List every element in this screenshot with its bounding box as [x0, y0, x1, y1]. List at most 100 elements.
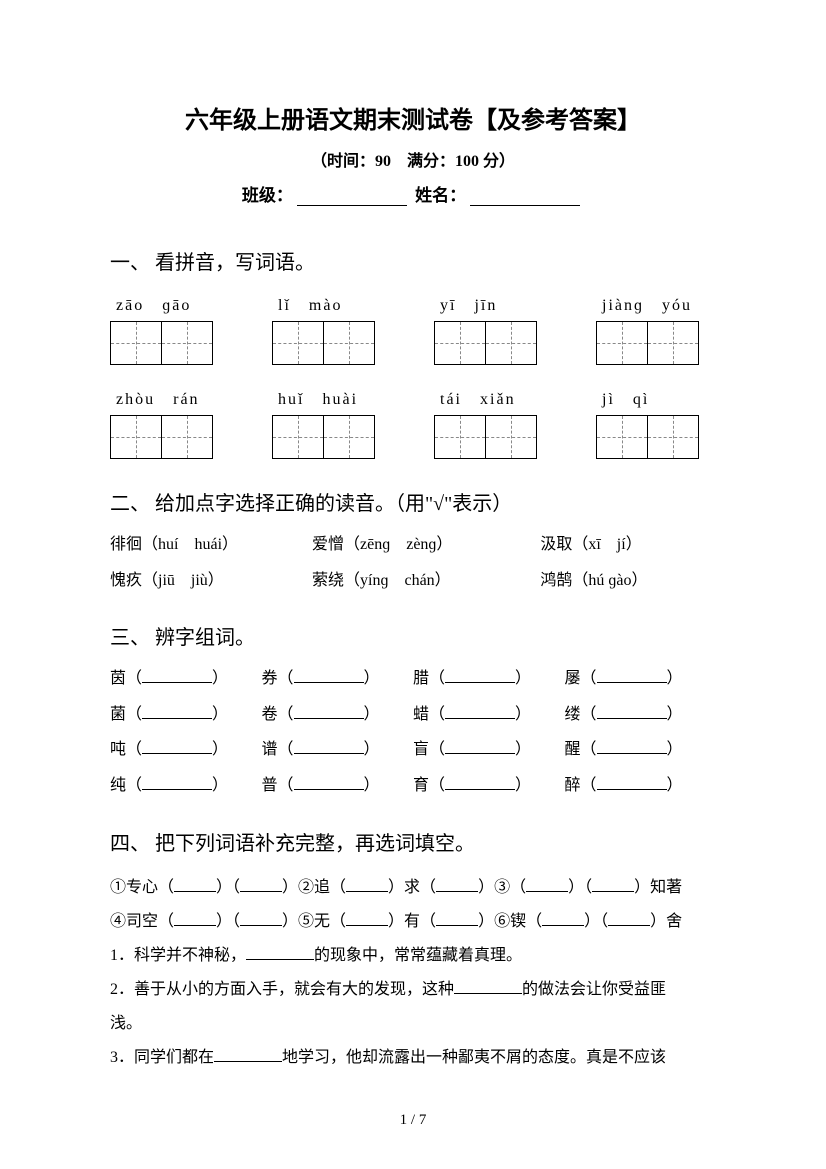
txt: ）（	[216, 913, 240, 930]
char-box[interactable]	[596, 415, 648, 459]
q4-s2: 2．善于从小的方面入手，就会有大的发现，这种 的做法会让你受益匪	[110, 974, 716, 1006]
txt: ）有（	[388, 913, 436, 930]
blank[interactable]	[294, 776, 364, 790]
blank[interactable]	[214, 1048, 282, 1062]
blank[interactable]	[526, 878, 568, 892]
blank[interactable]	[174, 912, 216, 926]
q2-opts: （jiū jiù）	[142, 572, 224, 589]
blank[interactable]	[436, 912, 478, 926]
blank[interactable]	[597, 669, 667, 683]
q3-row: 吨（） 谱（） 盲（） 醒（）	[110, 737, 716, 763]
char-box[interactable]	[485, 415, 537, 459]
txt: 2．善于从小的方面入手，就会有大的发现，这种	[110, 981, 454, 998]
q3-char: 普	[262, 777, 278, 794]
blank[interactable]	[597, 740, 667, 754]
q2-word: 汲取	[540, 536, 572, 553]
blank[interactable]	[608, 912, 650, 926]
char-box[interactable]	[272, 321, 324, 365]
blank[interactable]	[240, 878, 282, 892]
q1-heading: 一、 看拼音，写词语。	[110, 246, 716, 275]
q3-char: 腊	[413, 670, 429, 687]
blank[interactable]	[445, 669, 515, 683]
char-box[interactable]	[434, 415, 486, 459]
pinyin: yī	[440, 297, 456, 314]
pinyin-group: jiànɡ yóu	[596, 291, 716, 365]
blank[interactable]	[436, 878, 478, 892]
char-box[interactable]	[647, 415, 699, 459]
char-box[interactable]	[110, 415, 162, 459]
char-box[interactable]	[272, 415, 324, 459]
blank[interactable]	[294, 669, 364, 683]
page-title: 六年级上册语文期末测试卷【及参考答案】	[110, 100, 716, 135]
q3-char: 纯	[110, 777, 126, 794]
char-box[interactable]	[434, 321, 486, 365]
q3-item: 卷（）	[262, 702, 414, 728]
q3-char: 茵	[110, 670, 126, 687]
txt: 的做法会让你受益匪	[522, 981, 666, 998]
q3-item: 醉（）	[565, 773, 717, 799]
char-box[interactable]	[323, 415, 375, 459]
blank[interactable]	[445, 705, 515, 719]
q4-heading: 四、 把下列词语补充完整，再选词填空。	[110, 827, 716, 856]
blank[interactable]	[597, 776, 667, 790]
blank[interactable]	[542, 912, 584, 926]
class-blank[interactable]	[297, 188, 407, 206]
char-box[interactable]	[161, 321, 213, 365]
blank[interactable]	[294, 740, 364, 754]
pinyin: mào	[309, 297, 343, 314]
blank[interactable]	[454, 980, 522, 994]
blank[interactable]	[346, 878, 388, 892]
txt: ①专心（	[110, 879, 174, 896]
pinyin: rán	[173, 391, 199, 408]
blank[interactable]	[142, 705, 212, 719]
pinyin: jiànɡ	[602, 297, 644, 314]
pinyin: jīn	[474, 297, 497, 314]
q3-item: 屡（）	[565, 666, 717, 692]
txt: ）求（	[388, 879, 436, 896]
q3-item: 纯（）	[110, 773, 262, 799]
char-box[interactable]	[596, 321, 648, 365]
pinyin-group: zāo ɡāo	[110, 291, 230, 365]
pinyin-group: yī jīn	[434, 291, 554, 365]
q2-opts: （hú ɡào）	[572, 572, 647, 589]
q2-row: 愧疚（jiū jiù） 萦绕（yínɡ chán） 鸿鹄（hú ɡào）	[110, 568, 716, 594]
q2-word: 萦绕	[312, 572, 344, 589]
q3-item: 吨（）	[110, 737, 262, 763]
txt: 3．同学们都在	[110, 1049, 214, 1066]
q2-word: 愧疚	[110, 572, 142, 589]
txt: ）（	[568, 879, 592, 896]
blank[interactable]	[142, 740, 212, 754]
blank[interactable]	[294, 705, 364, 719]
blank[interactable]	[445, 776, 515, 790]
pinyin: xiǎn	[480, 391, 516, 408]
pinyin: huǐ	[278, 391, 304, 408]
txt: 地学习，他却流露出一种鄙夷不屑的态度。真是不应该	[282, 1049, 666, 1066]
blank[interactable]	[445, 740, 515, 754]
txt: ）知著	[634, 879, 682, 896]
blank[interactable]	[246, 946, 314, 960]
char-box[interactable]	[485, 321, 537, 365]
char-box[interactable]	[647, 321, 699, 365]
pinyin: zhòu	[116, 391, 155, 408]
q2-opts: （huí huái）	[142, 536, 238, 553]
q3-char: 育	[413, 777, 429, 794]
q3-item: 券（）	[262, 666, 414, 692]
blank[interactable]	[142, 776, 212, 790]
pinyin-group: tái xiǎn	[434, 385, 554, 459]
pinyin: lǐ	[278, 297, 291, 314]
q3-row: 菌（） 卷（） 蜡（） 缕（）	[110, 702, 716, 728]
name-blank[interactable]	[470, 188, 580, 206]
char-box[interactable]	[161, 415, 213, 459]
txt: ）⑥锲（	[478, 913, 542, 930]
txt: 浅。	[110, 1015, 142, 1032]
page-subtitle: （时间：90 满分：100 分）	[110, 147, 716, 171]
blank[interactable]	[592, 878, 634, 892]
q2-item: 徘徊（huí huái）	[110, 532, 312, 558]
blank[interactable]	[142, 669, 212, 683]
blank[interactable]	[346, 912, 388, 926]
char-box[interactable]	[110, 321, 162, 365]
blank[interactable]	[174, 878, 216, 892]
blank[interactable]	[597, 705, 667, 719]
blank[interactable]	[240, 912, 282, 926]
char-box[interactable]	[323, 321, 375, 365]
